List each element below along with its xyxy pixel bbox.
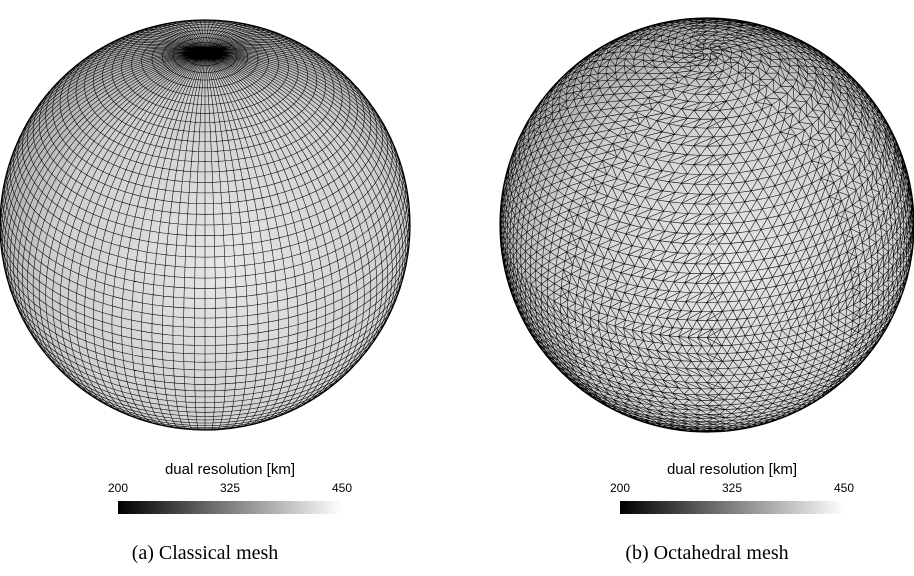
colorbar-tick: 200 — [610, 481, 630, 495]
colorbar-tick: 450 — [834, 481, 854, 495]
colorbar-tick: 325 — [220, 481, 240, 495]
colorbar-tick: 200 — [108, 481, 128, 495]
caption: (b) Octahedral mesh — [625, 542, 788, 564]
caption: (a) Classical mesh — [132, 542, 279, 564]
sphere-outline — [0, 19, 411, 431]
colorbar-tick: 325 — [722, 481, 742, 495]
colorbar — [620, 501, 844, 514]
sphere-outline — [499, 17, 914, 433]
colorbar — [118, 501, 342, 514]
colorbar-tick: 450 — [332, 481, 352, 495]
colorbar-label: dual resolution [km] — [667, 461, 797, 478]
colorbar-label: dual resolution [km] — [165, 461, 295, 478]
